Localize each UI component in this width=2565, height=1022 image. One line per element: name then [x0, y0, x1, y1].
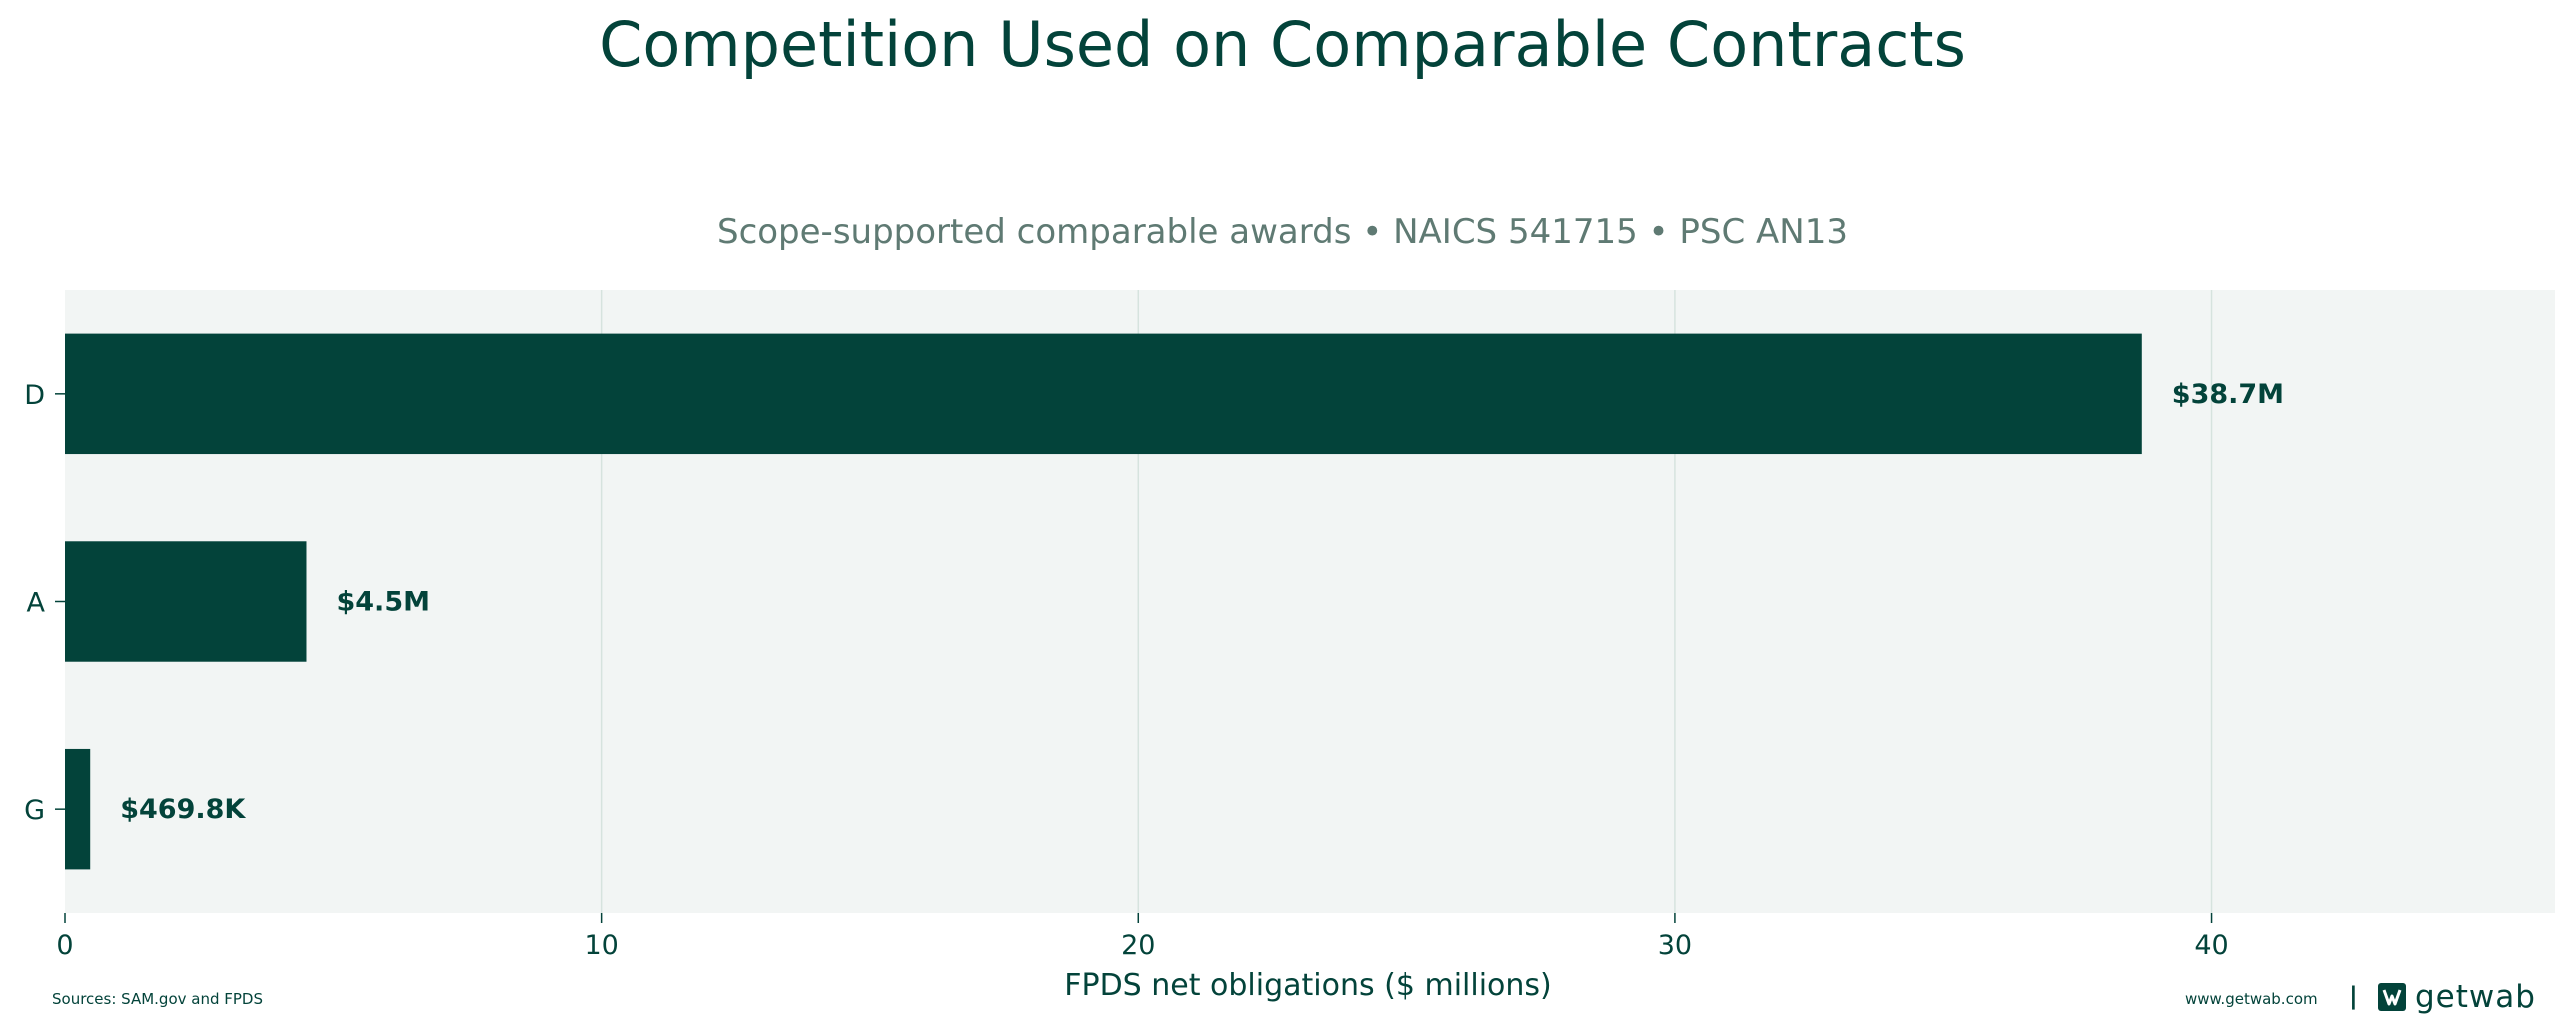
- y-tick-label: G: [24, 795, 45, 826]
- website-link[interactable]: www.getwab.com: [2185, 990, 2318, 1008]
- data-label: $4.5M: [336, 587, 430, 618]
- brand-logo: getwab: [2377, 979, 2536, 1015]
- chart-title: Competition Used on Comparable Contracts: [599, 8, 1966, 81]
- brand-name: getwab: [2415, 979, 2536, 1015]
- source-note: Sources: SAM.gov and FPDS: [52, 990, 264, 1008]
- x-tick-label: 0: [56, 930, 73, 961]
- x-tick-label: 10: [584, 930, 618, 961]
- x-tick-label: 40: [2194, 930, 2228, 961]
- data-label: $38.7M: [2172, 379, 2284, 410]
- y-tick-label: D: [24, 380, 45, 411]
- getwab-logo-icon: [2378, 983, 2406, 1011]
- x-axis-label: FPDS net obligations ($ millions): [1064, 968, 1552, 1003]
- bar-a: [65, 541, 307, 662]
- x-tick-label: 20: [1121, 930, 1155, 961]
- footer-separator: |: [2349, 982, 2358, 1010]
- bar-g: [65, 748, 91, 870]
- data-label: $469.8K: [120, 794, 246, 825]
- y-tick-label: A: [27, 588, 46, 619]
- bar-d: [65, 333, 2142, 455]
- chart-subtitle: Scope-supported comparable awards • NAIC…: [716, 212, 1848, 252]
- x-tick-label: 30: [1658, 930, 1692, 961]
